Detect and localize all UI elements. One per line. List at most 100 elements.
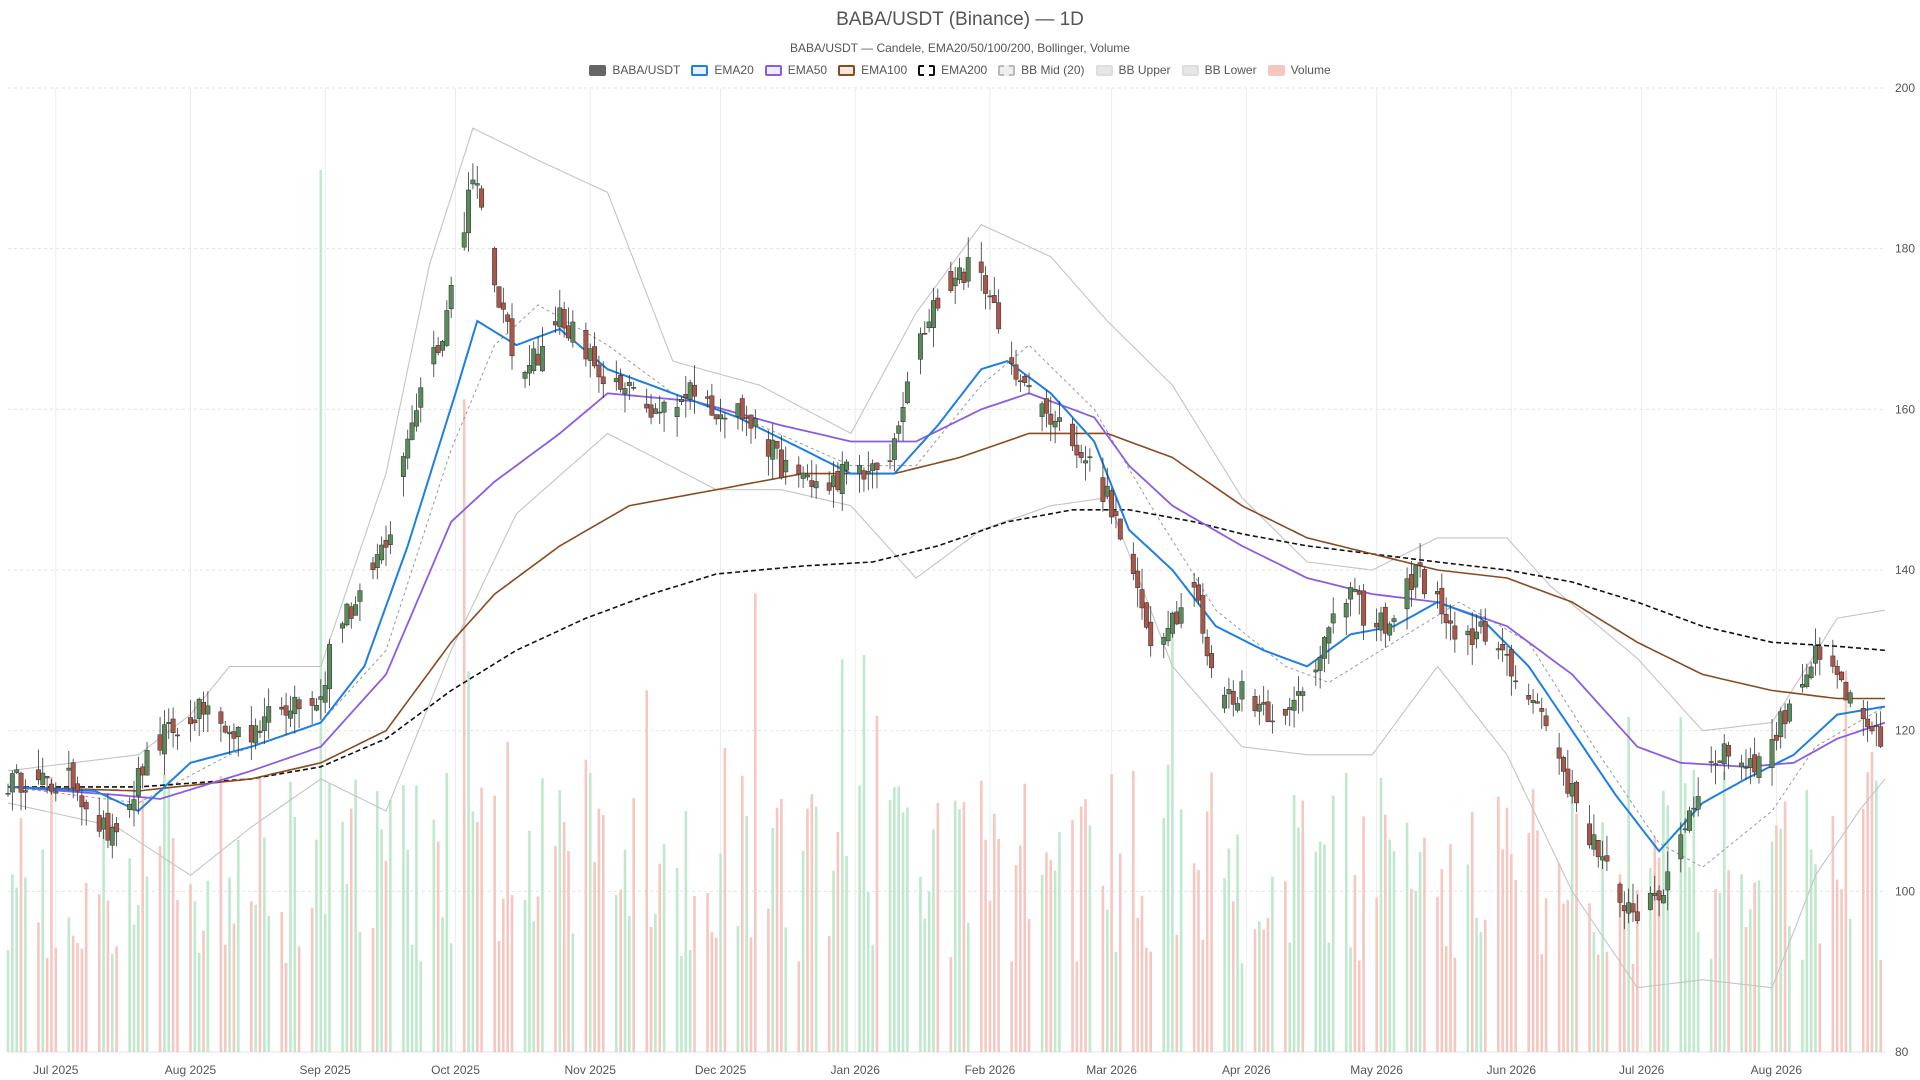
candle-body: [1057, 417, 1062, 422]
volume-bar: [866, 892, 870, 1052]
legend-item[interactable]: EMA200: [918, 63, 987, 77]
volume-bar: [1205, 811, 1209, 1052]
candle-body: [101, 817, 107, 830]
candle-body: [744, 417, 750, 419]
volume-bar: [80, 948, 84, 1052]
legend-item[interactable]: BB Upper: [1095, 63, 1171, 77]
candle-body: [865, 470, 871, 475]
candle-body: [1743, 767, 1749, 769]
candle-body: [1873, 724, 1879, 727]
candle-body: [931, 300, 936, 328]
candle-body: [535, 353, 541, 366]
volume-bar: [1809, 849, 1813, 1052]
legend-item[interactable]: EMA100: [838, 63, 907, 77]
candle-body: [1117, 518, 1123, 540]
candle-body: [40, 772, 46, 785]
volume-bar: [1140, 895, 1144, 1052]
x-tick-label: May 2026: [1350, 1063, 1403, 1077]
volume-bar: [293, 817, 297, 1052]
ema100-line: [7, 432, 1885, 792]
candle-body: [431, 347, 437, 365]
candle-body: [144, 750, 150, 776]
candle-body: [1113, 511, 1119, 516]
volume-layer: [6, 170, 1882, 1052]
legend-label: BABA/USDT: [612, 63, 681, 77]
candle-body: [1009, 357, 1015, 364]
volume-bar: [1683, 783, 1687, 1052]
candle-body: [1448, 620, 1453, 624]
candle-body: [379, 544, 385, 561]
volume-bar: [1605, 951, 1609, 1052]
volume-bar: [845, 856, 848, 1052]
volume-bar: [597, 808, 601, 1052]
volume-bar: [1449, 844, 1452, 1052]
volume-bar: [897, 786, 901, 1052]
candle-body: [1391, 618, 1397, 622]
volume-bar: [645, 690, 649, 1052]
legend-item[interactable]: EMA20: [691, 63, 754, 77]
candle-body: [1595, 840, 1601, 858]
candle-body: [917, 333, 923, 360]
volume-bar: [37, 922, 40, 1052]
candle-body: [35, 769, 41, 781]
candle-body: [1678, 834, 1684, 860]
candle-body: [344, 603, 350, 626]
y-tick-label: 200: [1895, 81, 1915, 95]
candle-body: [1382, 606, 1388, 634]
candle-body: [161, 724, 167, 755]
volume-bar: [1692, 769, 1696, 1052]
candle-body: [1621, 905, 1627, 912]
legend-item[interactable]: BB Lower: [1181, 63, 1257, 77]
volume-bar: [76, 942, 79, 1052]
legend-swatch: [691, 64, 709, 76]
candle-body: [1752, 754, 1758, 773]
candle-body: [1135, 570, 1141, 588]
candle-body: [1017, 380, 1023, 382]
legend-item[interactable]: Volume: [1267, 63, 1331, 77]
candle-body: [1508, 649, 1514, 677]
x-tick-label: Aug 2025: [165, 1063, 217, 1077]
volume-bar: [1844, 670, 1848, 1052]
candle-body: [5, 793, 11, 795]
candle-body: [770, 439, 776, 460]
candle-body: [1513, 680, 1519, 683]
candle-body: [405, 438, 411, 459]
volume-bar: [1679, 716, 1683, 1052]
volume-bar: [1757, 880, 1761, 1052]
candle-body: [1052, 420, 1058, 428]
candle-body: [222, 725, 228, 733]
candle-body: [261, 716, 267, 731]
candle-body: [318, 696, 324, 700]
volume-bar: [1788, 925, 1791, 1052]
volume-bar: [206, 880, 210, 1052]
volume-bar: [1453, 957, 1457, 1052]
volume-bar: [1627, 716, 1630, 1052]
candle-body: [1261, 702, 1267, 705]
candle-body: [870, 463, 876, 472]
legend-item[interactable]: BB Mid (20): [998, 63, 1085, 77]
bb-upper-line: [7, 127, 1886, 772]
candle-body: [1161, 637, 1167, 645]
candle-body: [1630, 903, 1636, 913]
volume-bar: [614, 894, 618, 1052]
candle-body: [935, 297, 941, 309]
candle-body: [1452, 625, 1458, 640]
candle-body: [1739, 762, 1745, 768]
x-tick-label: Apr 2026: [1222, 1063, 1271, 1077]
legend-item[interactable]: BABA/USDT: [589, 63, 680, 77]
candle-body: [53, 791, 59, 794]
volume-bar: [593, 862, 596, 1052]
volume-bar: [41, 849, 45, 1052]
candle-body: [983, 275, 989, 294]
candle-body: [505, 314, 511, 322]
volume-bar: [97, 894, 101, 1052]
candle-body: [1665, 871, 1671, 891]
legend-label: BB Lower: [1204, 63, 1257, 77]
volume-bar: [1709, 958, 1713, 1052]
legend-item[interactable]: EMA50: [764, 63, 827, 77]
candle-body: [1039, 403, 1045, 417]
candle-body: [835, 471, 841, 491]
volume-bar: [1314, 851, 1318, 1052]
volume-bar: [567, 851, 570, 1052]
